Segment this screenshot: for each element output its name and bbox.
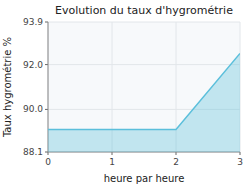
tick-label: 0 — [45, 157, 51, 167]
chart-container: 88.1 90.0 92.0 93.9 0 1 2 3 Evolution du taux d'… — [0, 0, 250, 188]
tick-label: 1 — [109, 157, 115, 167]
tick-label: 88.1 — [23, 147, 43, 157]
grid-line — [48, 64, 240, 65]
x-axis-label: heure par heure — [104, 173, 185, 184]
tick-label: 2 — [173, 157, 179, 167]
chart: 88.1 90.0 92.0 93.9 0 1 2 3 Evolution du taux d'… — [0, 0, 250, 188]
tick-label: 90.0 — [23, 104, 43, 114]
data — [48, 53, 240, 152]
tick-label: 93.9 — [23, 17, 43, 27]
tick-label: 92.0 — [23, 60, 43, 70]
area — [48, 53, 240, 152]
line — [48, 53, 240, 129]
grid — [48, 22, 240, 152]
tick-label: 3 — [237, 157, 243, 167]
grid-line — [48, 22, 240, 23]
y-axis-label: Taux hygrométrie % — [2, 37, 13, 138]
plot-background — [48, 22, 240, 152]
title: Evolution du taux d'hygrométrie — [55, 4, 233, 17]
axes: 88.1 90.0 92.0 93.9 0 1 2 3 — [23, 17, 243, 167]
